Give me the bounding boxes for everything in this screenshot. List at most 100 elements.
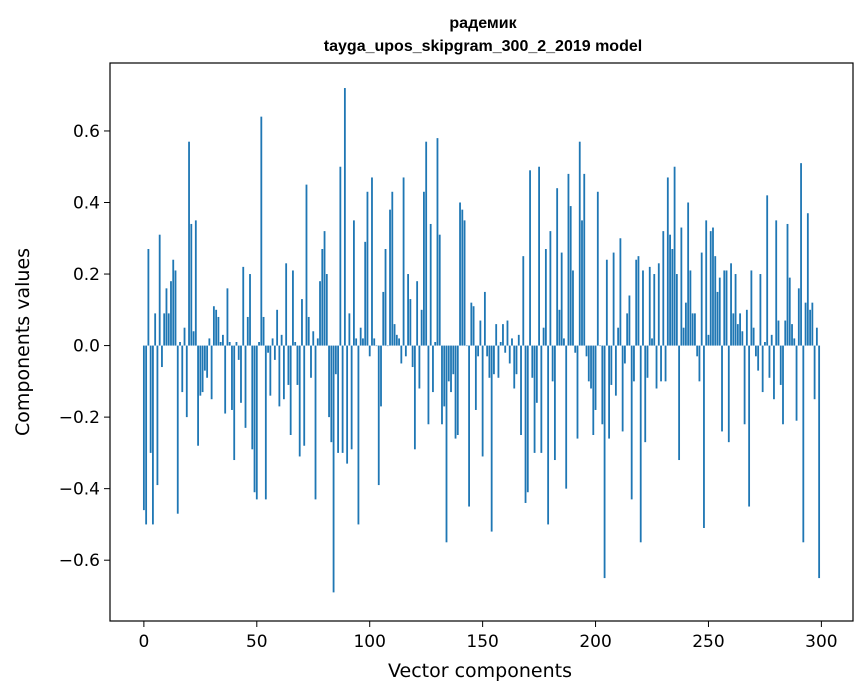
bar (142, 345, 145, 511)
bar (156, 345, 159, 486)
bar (624, 345, 626, 364)
bar (721, 345, 723, 432)
bar (617, 327, 620, 346)
bar (253, 345, 256, 493)
bar (438, 234, 441, 346)
bar (784, 320, 787, 346)
bar (481, 345, 484, 457)
bar (289, 345, 292, 435)
bar (806, 213, 809, 346)
bar (305, 184, 308, 346)
bar (538, 166, 540, 346)
x-axis: 0 50 100 150 200 250 300 (138, 621, 838, 652)
bar (413, 345, 416, 450)
bar (669, 234, 671, 346)
bar (348, 313, 351, 346)
bar (633, 345, 635, 382)
bar (727, 345, 730, 443)
bar (380, 345, 382, 407)
bar (260, 116, 263, 346)
y-tick-label: −0.2 (59, 408, 100, 428)
bar (262, 316, 265, 346)
bar (504, 345, 507, 353)
bar (411, 345, 414, 368)
bar (294, 342, 297, 346)
bar (678, 345, 681, 461)
bar (497, 345, 500, 378)
bar (651, 338, 653, 346)
bar (357, 345, 360, 525)
bar (748, 345, 751, 507)
bar (639, 345, 642, 543)
bar (707, 334, 710, 346)
bar (203, 345, 206, 371)
bar (725, 270, 728, 346)
bar (301, 299, 303, 346)
bar (768, 345, 771, 378)
bar (587, 345, 590, 382)
bar (423, 191, 425, 346)
bar (217, 316, 220, 346)
x-tick-label: 150 (466, 632, 498, 652)
bar (416, 281, 419, 346)
bar (145, 345, 148, 525)
bar (149, 345, 152, 453)
bar (312, 331, 315, 346)
bar (499, 342, 502, 346)
bar (477, 345, 480, 357)
plot-frame (109, 62, 854, 622)
x-tick-label: 200 (579, 632, 611, 652)
bar (350, 345, 353, 450)
bar (493, 345, 495, 375)
bar (201, 345, 204, 393)
bar (427, 345, 430, 425)
bar (761, 345, 764, 393)
bar (420, 309, 423, 346)
bar (815, 327, 818, 346)
bar (334, 345, 337, 375)
bar (398, 338, 400, 346)
bar (567, 173, 570, 346)
bar (384, 249, 387, 346)
bar (429, 223, 432, 346)
bar (743, 345, 746, 425)
bar (673, 166, 676, 346)
bar (147, 249, 150, 346)
bar (628, 295, 631, 346)
bar (585, 345, 588, 357)
bar (199, 345, 202, 396)
bar (495, 324, 498, 346)
bar (556, 188, 559, 346)
bar (434, 342, 437, 346)
bar (732, 313, 735, 346)
bar (718, 277, 721, 346)
bar (456, 345, 459, 435)
bar (635, 259, 638, 346)
bar (287, 345, 290, 385)
bar (486, 345, 489, 357)
bar (212, 306, 215, 346)
bar (404, 345, 407, 357)
bar (432, 345, 434, 393)
bar (393, 324, 396, 346)
bar (520, 345, 522, 435)
bar (619, 238, 622, 346)
y-axis: −0.6 −0.4 −0.2 0.0 0.2 0.4 0.6 (59, 122, 110, 571)
bar (436, 138, 439, 346)
bar (389, 209, 391, 346)
bar (696, 345, 699, 357)
bar (244, 345, 247, 428)
bar (691, 313, 694, 346)
bar (375, 345, 378, 347)
bar (680, 227, 683, 346)
bar (572, 270, 574, 346)
bar (682, 327, 685, 346)
bar (298, 345, 301, 457)
bar (705, 220, 708, 346)
bar (479, 320, 482, 346)
bar (605, 259, 608, 346)
bar (734, 274, 737, 346)
bar (547, 345, 550, 525)
bar (154, 313, 157, 346)
bar (235, 342, 238, 346)
